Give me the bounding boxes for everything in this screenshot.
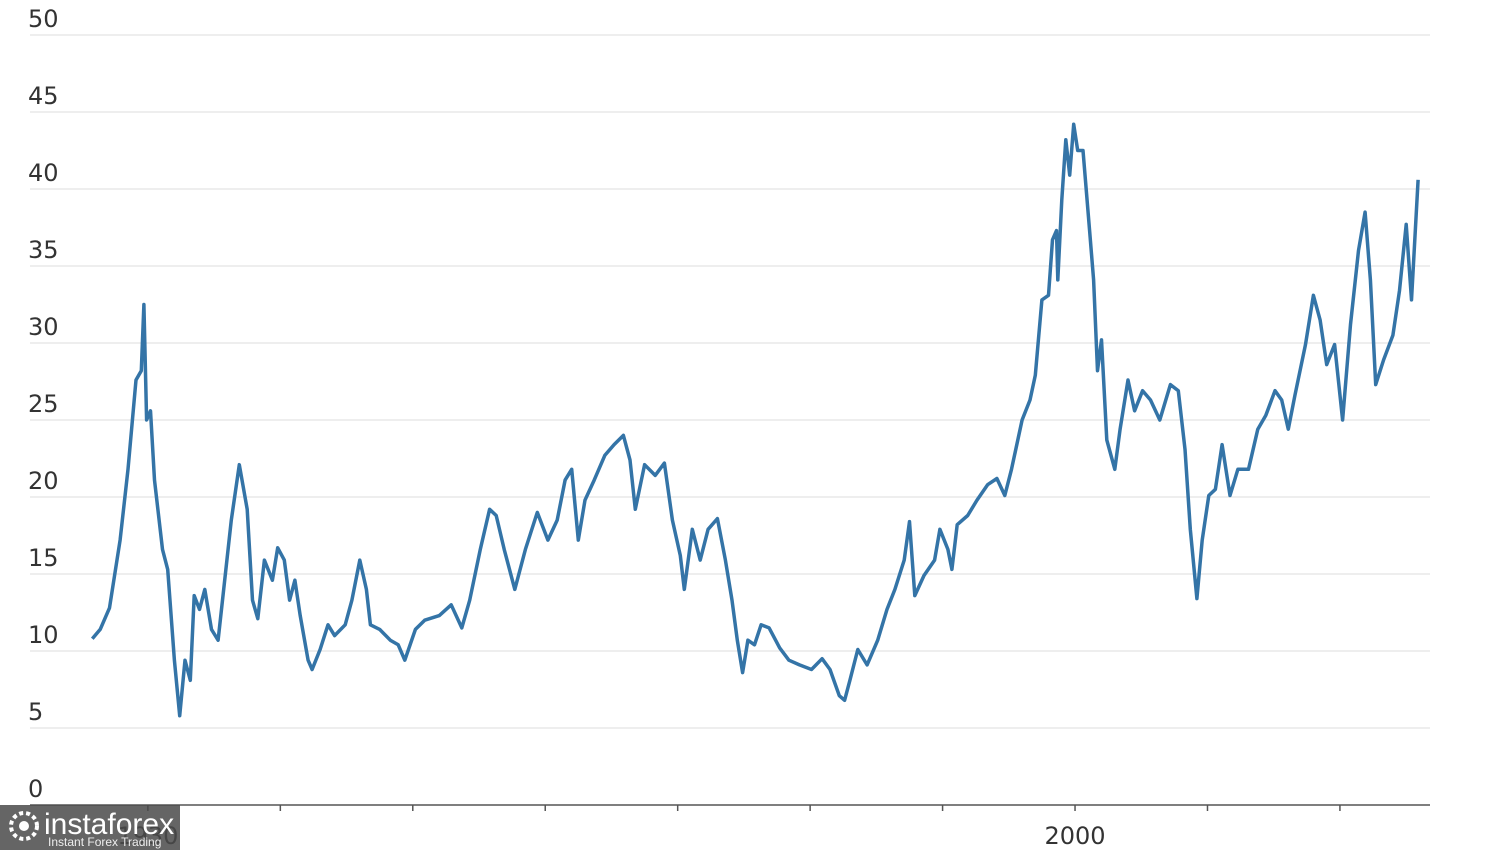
y-tick-label: 0	[28, 775, 43, 803]
watermark: instaforex Instant Forex Trading	[0, 805, 180, 850]
y-tick-label: 5	[28, 698, 43, 726]
y-tick-label: 35	[28, 236, 59, 264]
y-tick-label: 45	[28, 82, 59, 110]
watermark-logo	[9, 811, 39, 841]
y-tick-label: 30	[28, 313, 59, 341]
y-tick-label: 25	[28, 390, 59, 418]
y-tick-label: 50	[28, 5, 59, 33]
watermark-tagline: Instant Forex Trading	[48, 835, 161, 849]
y-tick-label: 10	[28, 621, 59, 649]
y-tick-label: 20	[28, 467, 59, 495]
y-tick-label: 40	[28, 159, 59, 187]
y-tick-label: 15	[28, 544, 59, 572]
x-tick-label: 2000	[1044, 822, 1105, 850]
watermark-logo-core	[19, 821, 29, 831]
data-line	[90, 122, 1420, 718]
watermark-brand: instaforex	[44, 808, 174, 841]
